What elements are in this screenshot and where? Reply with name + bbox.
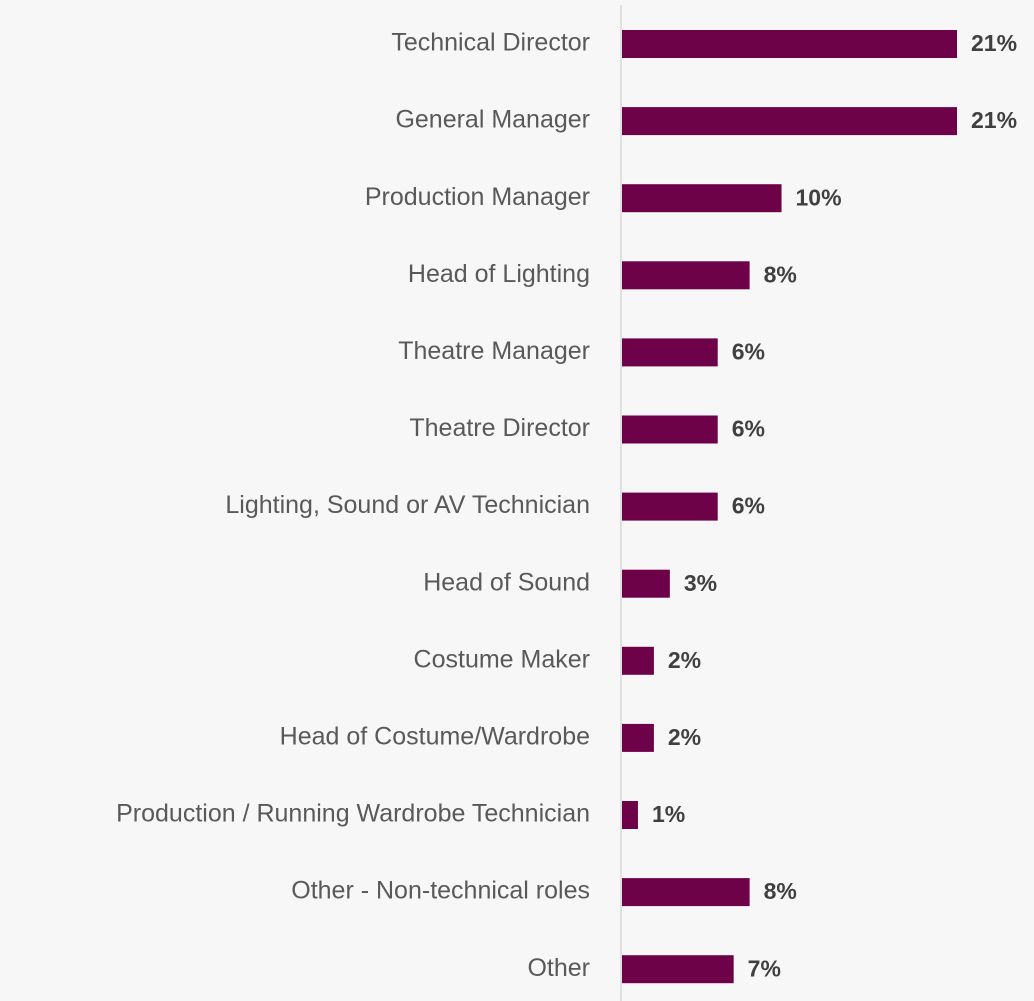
bar <box>622 338 718 367</box>
value-label: 7% <box>748 955 781 981</box>
value-label: 2% <box>668 724 701 750</box>
bar <box>622 878 750 907</box>
category-label: Other <box>527 954 590 982</box>
category-label: Head of Lighting <box>408 260 590 288</box>
category-label: General Manager <box>395 106 590 134</box>
bar <box>622 30 957 58</box>
category-label: Costume Maker <box>414 645 590 673</box>
category-label: Production / Running Wardrobe Technician <box>116 800 590 828</box>
value-label: 6% <box>732 493 765 519</box>
category-label: Theatre Manager <box>398 337 590 365</box>
bar <box>622 955 734 984</box>
category-label: Production Manager <box>365 183 590 211</box>
category-label: Other - Non-technical roles <box>291 877 590 905</box>
bar <box>622 107 957 136</box>
value-label: 6% <box>732 338 765 364</box>
value-label: 21% <box>971 107 1017 133</box>
value-label: 8% <box>764 261 797 287</box>
category-label: Head of Costume/Wardrobe <box>280 723 590 751</box>
bar <box>622 723 654 752</box>
value-label: 2% <box>668 647 701 673</box>
bar <box>622 801 638 829</box>
bar <box>622 415 718 444</box>
bar <box>622 261 750 290</box>
value-label: 21% <box>971 30 1017 56</box>
value-label: 1% <box>652 801 685 827</box>
category-label: Technical Director <box>391 29 590 57</box>
bar <box>622 184 782 213</box>
value-label: 3% <box>684 570 717 596</box>
category-label: Head of Sound <box>423 568 590 596</box>
category-label: Lighting, Sound or AV Technician <box>225 491 590 519</box>
bar <box>622 569 670 598</box>
value-label: 8% <box>764 878 797 904</box>
value-label: 10% <box>796 184 842 210</box>
bar <box>622 646 654 675</box>
value-label: 6% <box>732 416 765 442</box>
bar <box>622 492 718 521</box>
category-label: Theatre Director <box>409 414 590 442</box>
